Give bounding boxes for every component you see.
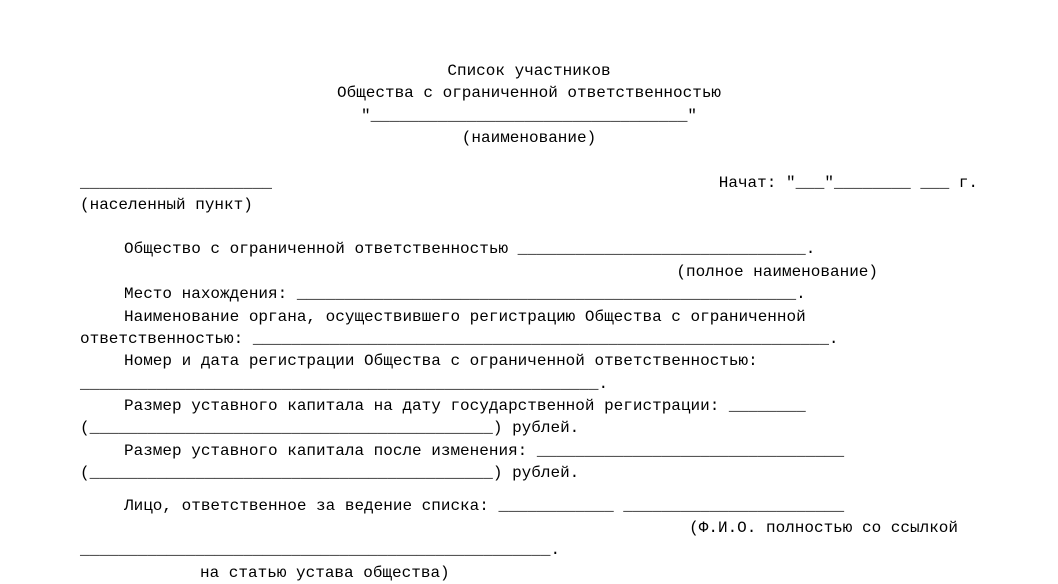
company-fullname-line: Общество с ограниченной ответственностью… <box>80 238 978 260</box>
header-name-blank: "_________________________________" <box>80 105 978 127</box>
responsible-person-caption-2: на статью устава общества) <box>80 562 978 584</box>
reg-number-date-line-2: ________________________________________… <box>80 373 978 395</box>
header-title-1: Список участников <box>80 60 978 82</box>
reg-authority-line-1: Наименование органа, осуществившего реги… <box>80 306 978 328</box>
company-fullname-caption: (полное наименование) <box>80 261 978 283</box>
reg-number-date-line-1: Номер и дата регистрации Общества с огра… <box>80 350 978 372</box>
responsible-person-caption-1: (Ф.И.О. полностью со ссылкой <box>80 517 978 539</box>
date-started: Начат: "___"________ ___ г. <box>719 172 978 194</box>
capital-initial-line-1: Размер уставного капитала на дату госуда… <box>80 395 978 417</box>
responsible-person-line-1: Лицо, ответственное за ведение списка: _… <box>80 495 978 517</box>
city-caption: (населенный пункт) <box>80 194 978 216</box>
capital-changed-line-1: Размер уставного капитала после изменени… <box>80 440 978 462</box>
responsible-person-line-2: ________________________________________… <box>80 539 978 561</box>
header-title-2: Общества с ограниченной ответственностью <box>80 82 978 104</box>
capital-initial-line-2: (_______________________________________… <box>80 417 978 439</box>
reg-authority-line-2: ответственностью: ______________________… <box>80 328 978 350</box>
capital-changed-line-2: (_______________________________________… <box>80 462 978 484</box>
header-name-caption: (наименование) <box>80 127 978 149</box>
city-blank-line: ____________________ <box>80 172 272 194</box>
location-line: Место нахождения: ______________________… <box>80 283 978 305</box>
